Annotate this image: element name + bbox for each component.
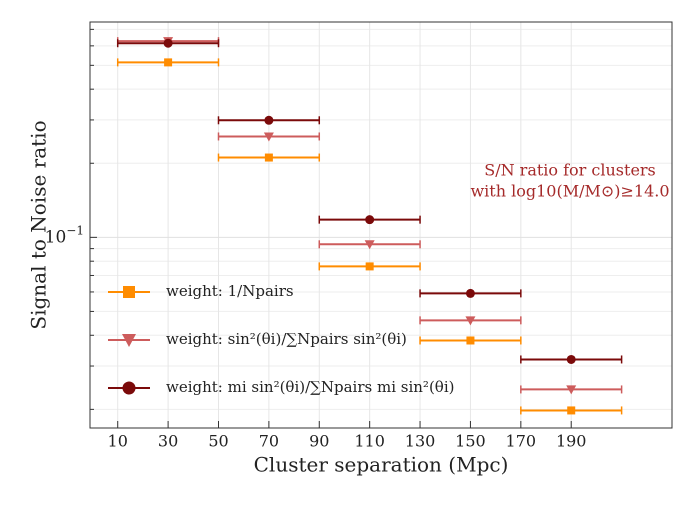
y-tick-label: 10−1	[45, 223, 84, 247]
marker	[264, 153, 273, 162]
marker	[264, 115, 274, 125]
legend-label: weight: 1/Npairs	[166, 282, 294, 300]
marker	[465, 316, 476, 326]
legend-marker	[122, 381, 136, 395]
y-axis-label: Signal to Noise ratio	[27, 120, 51, 329]
legend-marker	[122, 334, 136, 347]
legend-label: weight: mi sin²(θi)/∑Npairs mi sin²(θi)	[166, 378, 454, 396]
marker	[466, 336, 475, 345]
marker	[567, 406, 576, 415]
legend-marker	[123, 286, 135, 298]
x-tick-label: 170	[506, 432, 537, 451]
marker	[365, 215, 375, 225]
x-tick-label: 30	[158, 432, 178, 451]
plot-frame	[89, 21, 673, 429]
annotation: S/N ratio for clusters	[484, 161, 656, 180]
x-tick-label: 190	[556, 432, 587, 451]
marker	[163, 38, 173, 48]
x-axis-label: Cluster separation (Mpc)	[254, 453, 509, 477]
x-tick-label: 110	[354, 432, 385, 451]
x-tick-label: 50	[208, 432, 228, 451]
x-tick-label: 150	[455, 432, 486, 451]
x-tick-label: 90	[309, 432, 329, 451]
annotation: with log10(M/M⊙)≥14.0	[470, 182, 669, 201]
x-tick-label: 70	[259, 432, 279, 451]
legend-label: weight: sin²(θi)/∑Npairs sin²(θi)	[166, 330, 407, 348]
marker	[164, 58, 173, 67]
marker	[365, 262, 374, 271]
marker	[263, 132, 274, 142]
x-tick-label: 130	[405, 432, 436, 451]
x-tick-label: 10	[108, 432, 128, 451]
marker	[566, 385, 577, 395]
marker	[364, 240, 375, 250]
marker	[566, 354, 576, 364]
marker	[465, 288, 475, 298]
